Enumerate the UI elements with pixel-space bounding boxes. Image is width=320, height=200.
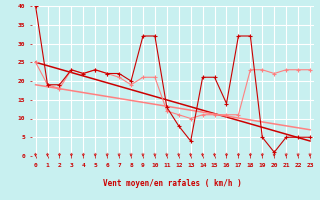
X-axis label: Vent moyen/en rafales ( km/h ): Vent moyen/en rafales ( km/h ) (103, 179, 242, 188)
